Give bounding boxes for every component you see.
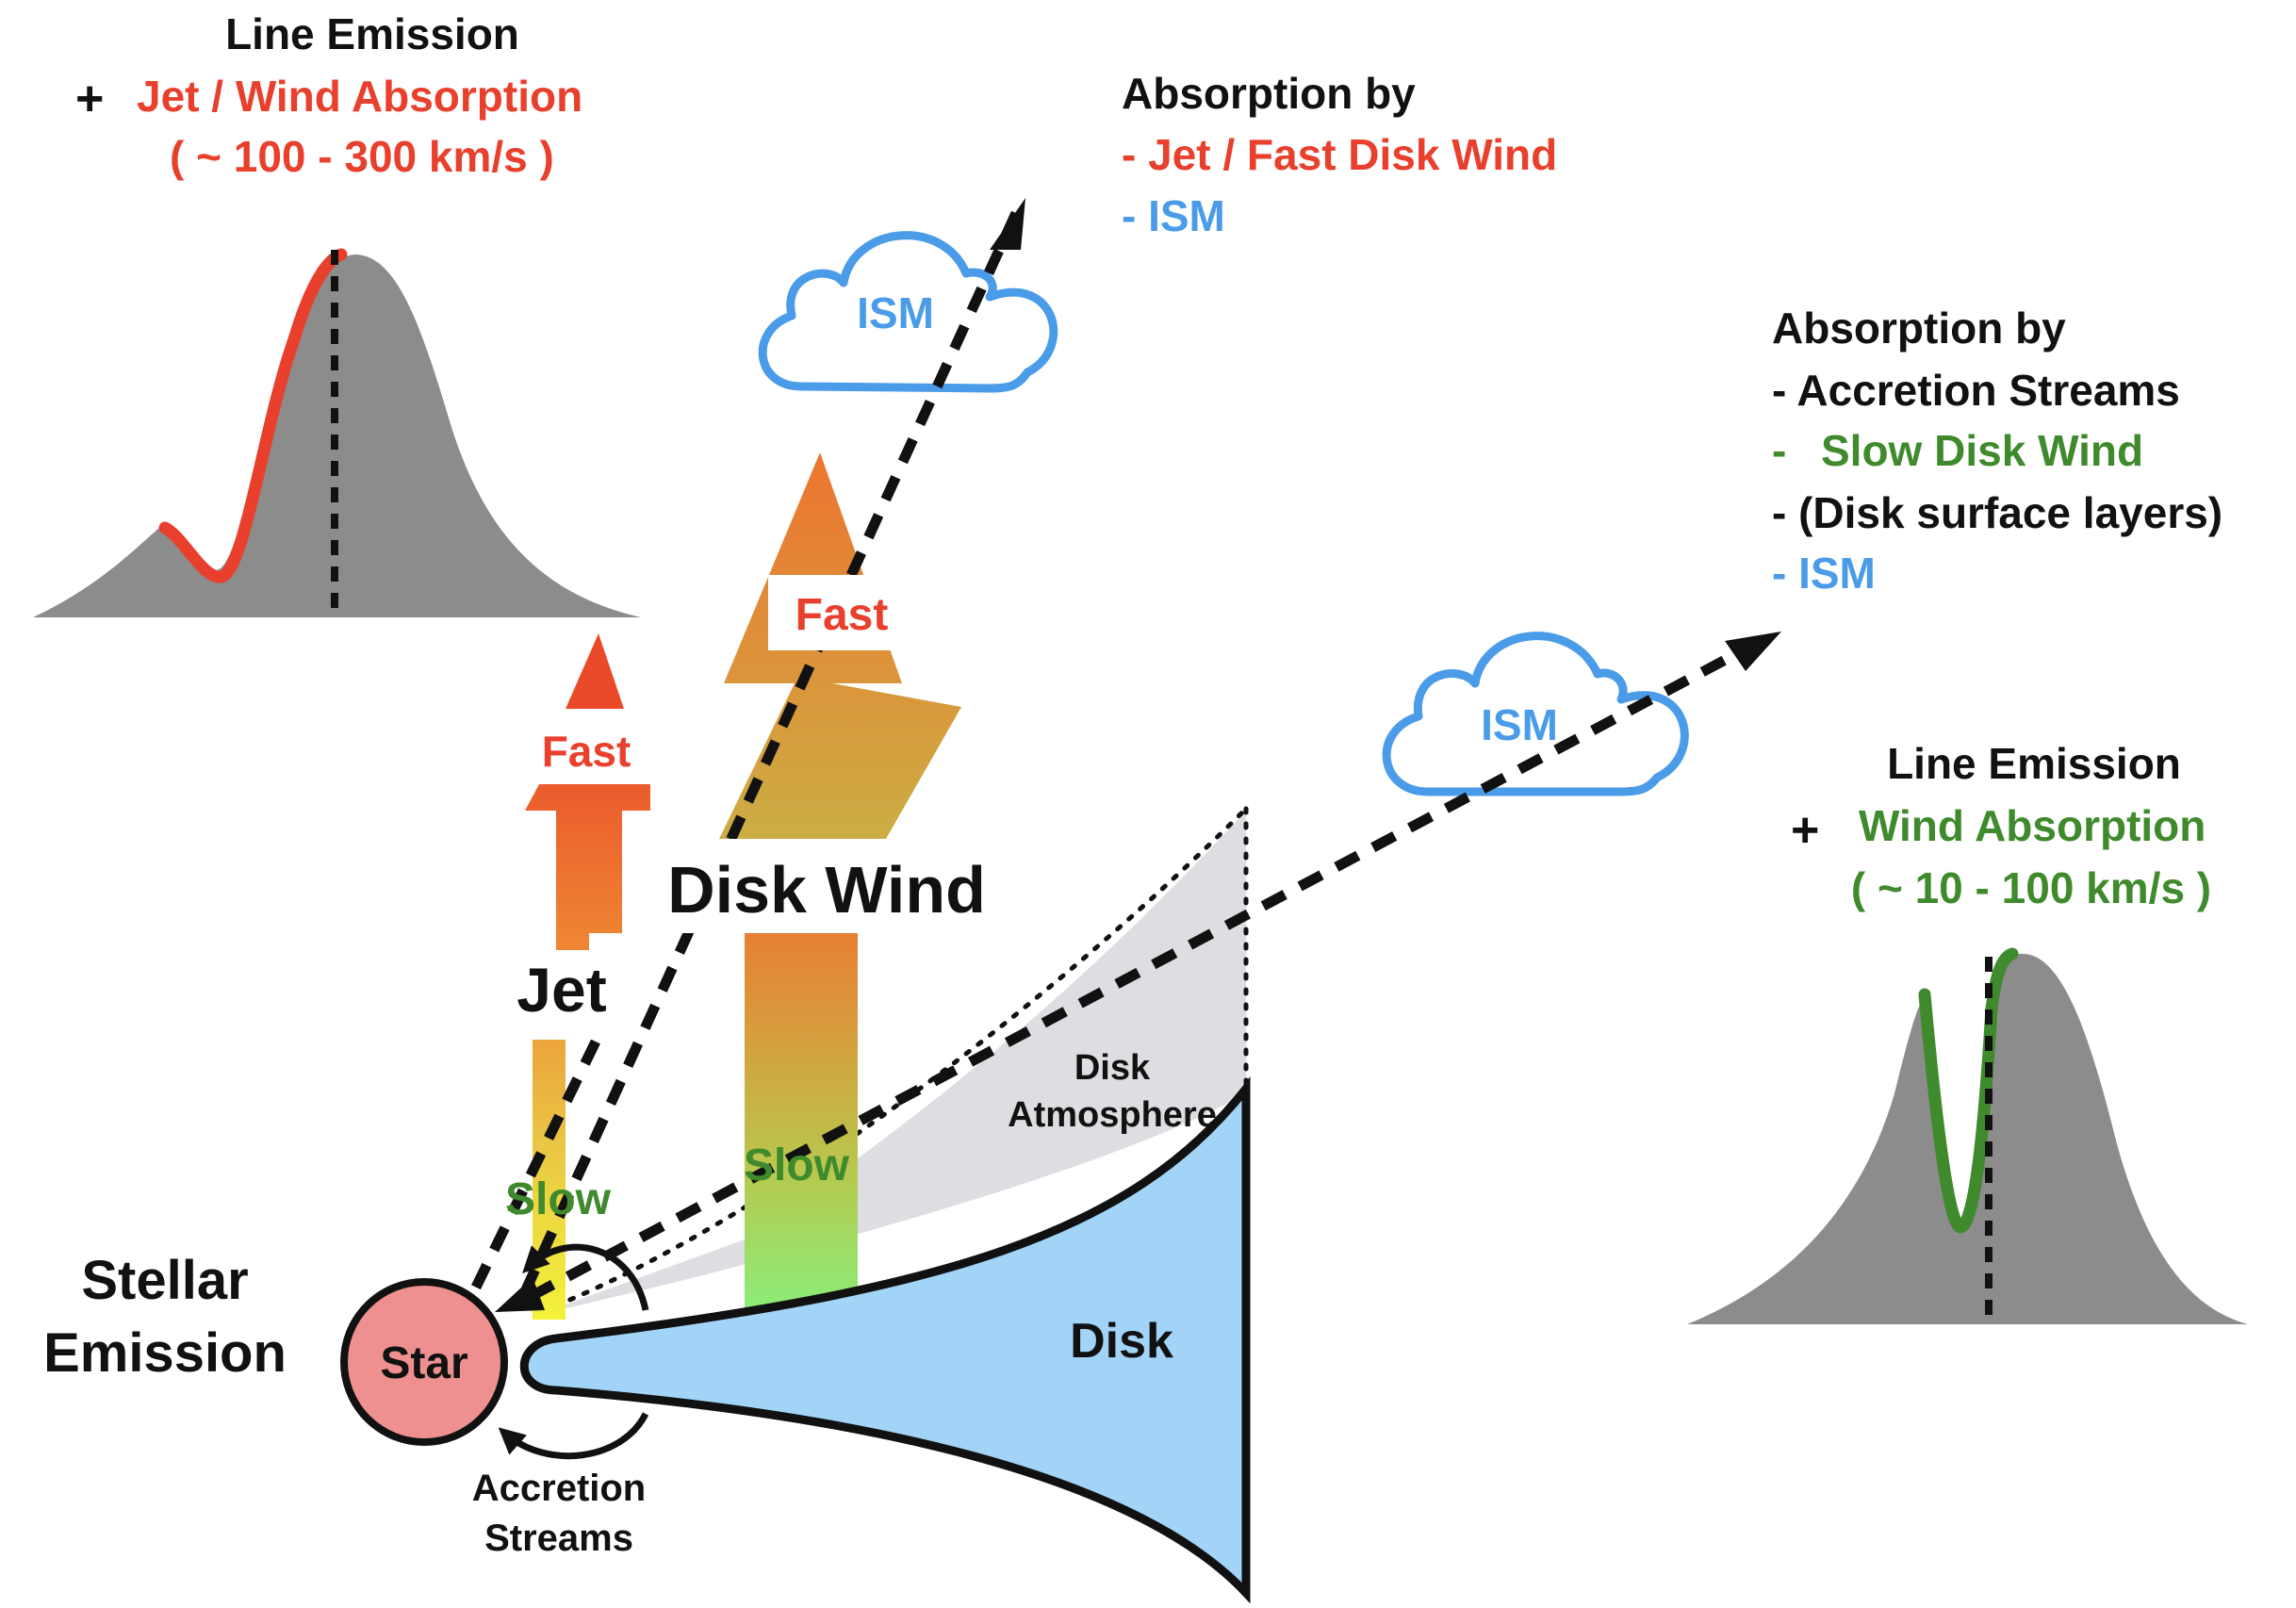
jet-label-bg xyxy=(498,950,630,1040)
right-heading: Absorption by xyxy=(1772,304,2066,353)
jet-slow-label: Slow xyxy=(505,1174,612,1224)
disk-label: Disk xyxy=(1070,1314,1173,1369)
top-center-heading: Absorption by xyxy=(1122,69,1416,118)
jet-label: Jet xyxy=(517,955,606,1025)
right-item-accretion: - Accretion Streams xyxy=(1772,366,2180,415)
jet-fast-label: Fast xyxy=(542,727,631,776)
right-item-ism: - ISM xyxy=(1772,549,1876,598)
bottom-right-absorption: Wind Absorption xyxy=(1859,801,2206,850)
bottom-right-velocity: ( ~ 10 - 100 km/s ) xyxy=(1851,863,2211,912)
disk-wind-arrow xyxy=(719,452,961,1320)
stellar-emission-label-1: Stellar xyxy=(81,1250,248,1311)
stellar-emission-label-2: Emission xyxy=(43,1322,287,1384)
ism-cloud-top-label: ISM xyxy=(857,288,934,337)
spectrum-bottom-right xyxy=(1687,947,2248,1324)
spectrum-top-left xyxy=(33,248,641,617)
ism-cloud-right xyxy=(1382,632,1689,796)
top-left-heading: Line Emission xyxy=(225,9,519,58)
wind-fast-label-bg xyxy=(768,575,914,650)
top-left-absorption: Jet / Wind Absorption xyxy=(137,72,582,121)
right-item-slow: Slow Disk Wind xyxy=(1821,426,2143,475)
accretion-streams-label-2: Streams xyxy=(484,1518,633,1559)
wind-fast-label: Fast xyxy=(795,590,889,640)
sightline-disk-arrowhead xyxy=(1725,632,1781,671)
sightline-disk xyxy=(511,636,1763,1310)
accretion-streams-label-1: Accretion xyxy=(472,1468,647,1509)
wind-slow-label: Slow xyxy=(744,1140,850,1190)
ism-cloud-top xyxy=(758,231,1058,393)
accretion-stream-upper xyxy=(522,1243,649,1311)
star xyxy=(340,1278,508,1446)
right-item-surface: - (Disk surface layers) xyxy=(1772,488,2222,537)
disk-wind-label: Disk Wind xyxy=(667,853,986,927)
top-center-item-ism: - ISM xyxy=(1122,191,1225,240)
disk-atmosphere-label-1: Disk xyxy=(1074,1048,1151,1088)
disk-atmosphere-label-2: Atmosphere xyxy=(1008,1095,1217,1135)
bottom-right-plus: + xyxy=(1791,803,1819,858)
ism-cloud-right-label: ISM xyxy=(1481,700,1558,749)
sightline-jet-lower xyxy=(465,1039,600,1304)
accretion-stream-lower xyxy=(498,1412,649,1460)
jet-fast-label-bg xyxy=(518,716,655,784)
bottom-right-heading: Line Emission xyxy=(1887,739,2181,788)
sightline-star-arrowhead xyxy=(495,1277,545,1312)
top-left-plus: + xyxy=(75,72,104,126)
disk-wind-label-bg xyxy=(655,839,1004,933)
star-label: Star xyxy=(380,1338,467,1388)
sightline-jet xyxy=(517,210,1022,1299)
disk-atmosphere xyxy=(537,806,1249,1586)
right-item-slow-dash: - xyxy=(1772,426,1786,475)
sightline-jet-arrowhead xyxy=(990,198,1025,250)
top-center-item-jet: - Jet / Fast Disk Wind xyxy=(1122,130,1557,179)
top-left-velocity: ( ~ 100 - 300 km/s ) xyxy=(170,132,554,181)
disk xyxy=(519,1076,1251,1604)
